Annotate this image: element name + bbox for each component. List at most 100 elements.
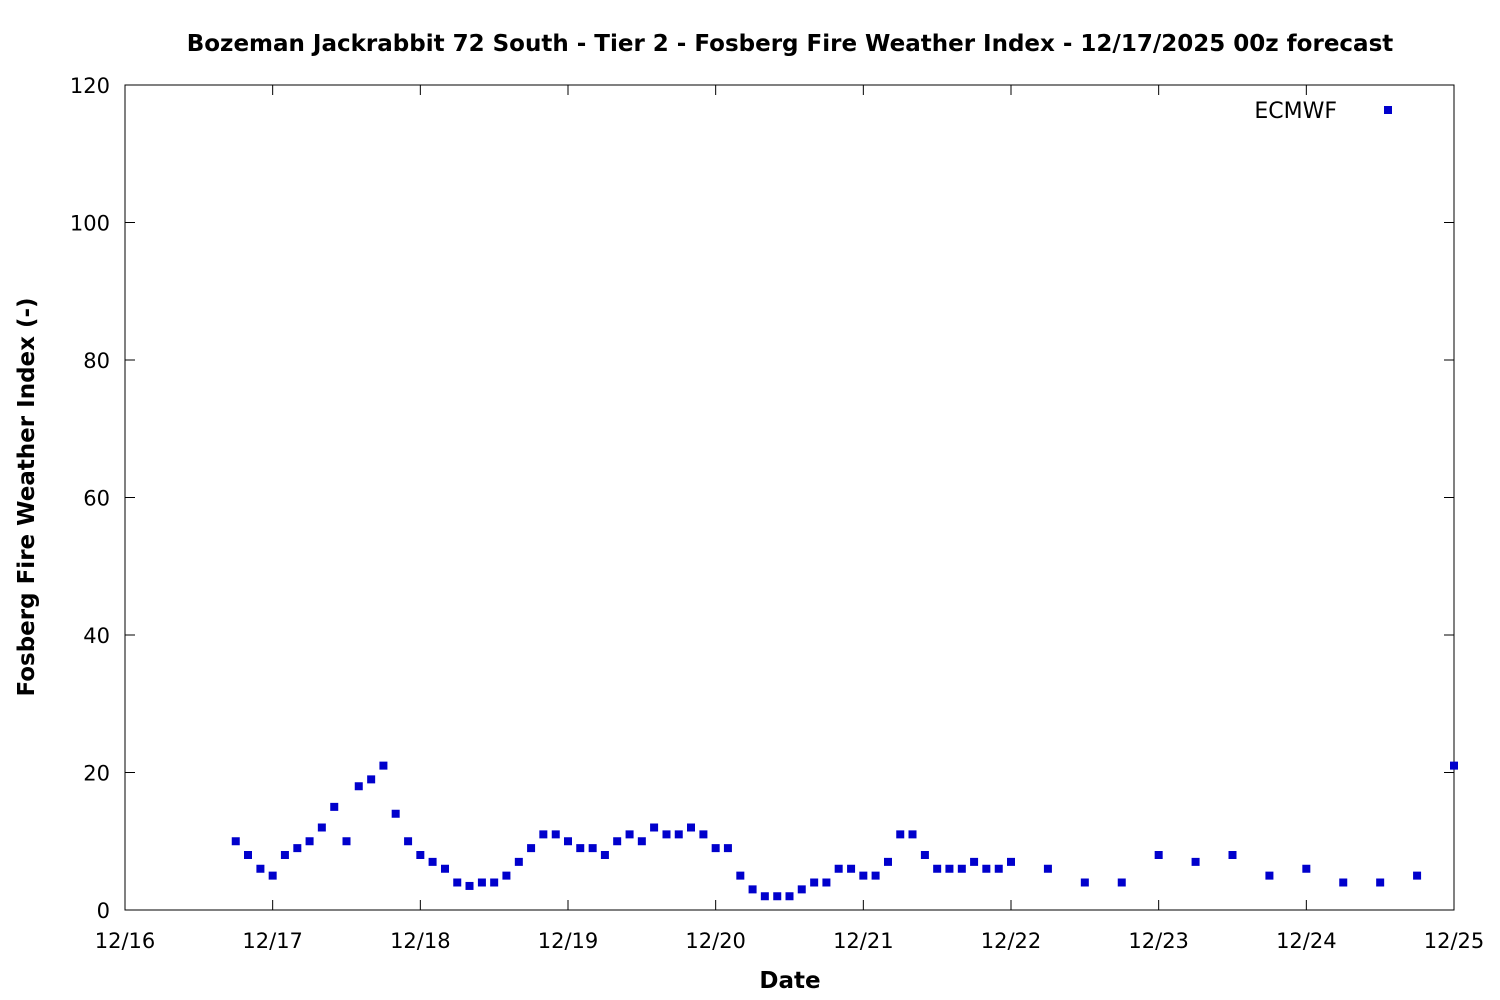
point-ecmwf: [1228, 851, 1237, 859]
plot-area-frame: [124, 84, 1455, 911]
x-tick-label: 12/23: [1128, 929, 1189, 953]
chart-title: Bozeman Jackrabbit 72 South - Tier 2 - F…: [187, 31, 1394, 57]
point-ecmwf: [1413, 871, 1422, 880]
point-ecmwf: [453, 878, 462, 887]
y-tick-label: 80: [83, 349, 110, 373]
point-ecmwf: [994, 864, 1003, 873]
point-ecmwf: [1007, 857, 1015, 866]
point-ecmwf: [687, 823, 696, 832]
point-ecmwf: [822, 878, 831, 887]
x-tick-label: 12/19: [538, 929, 599, 953]
point-ecmwf: [428, 857, 437, 866]
point-ecmwf: [1302, 864, 1311, 873]
point-ecmwf: [600, 851, 609, 859]
point-ecmwf: [945, 864, 954, 873]
point-ecmwf: [883, 857, 892, 866]
y-tick-labels: 0 20 40 60 80 100 120: [70, 74, 110, 923]
y-tick-label: 20: [83, 762, 110, 786]
point-ecmwf: [637, 837, 646, 846]
point-ecmwf: [293, 844, 302, 853]
point-ecmwf: [613, 837, 622, 846]
point-ecmwf: [231, 837, 240, 846]
point-ecmwf: [859, 871, 868, 880]
y-axis-title: Fosberg Fire Weather Index (-): [14, 297, 40, 696]
point-ecmwf: [514, 857, 523, 866]
point-ecmwf: [490, 878, 499, 887]
x-tick-label: 12/21: [833, 929, 894, 953]
point-ecmwf: [527, 844, 536, 853]
x-tick-label: 12/18: [390, 929, 451, 953]
point-ecmwf: [244, 851, 253, 859]
point-ecmwf: [280, 851, 289, 859]
point-ecmwf: [268, 871, 277, 880]
y-tick-label: 60: [83, 487, 110, 511]
axis-ticks: [124, 84, 1455, 911]
point-ecmwf: [1043, 864, 1052, 873]
point-ecmwf: [404, 837, 413, 846]
point-ecmwf: [847, 864, 856, 873]
point-ecmwf: [797, 885, 806, 894]
point-ecmwf: [871, 871, 880, 880]
y-tick-label: 100: [70, 212, 110, 236]
point-ecmwf: [1339, 878, 1348, 887]
y-tick-label: 0: [97, 899, 110, 923]
data-points: [231, 761, 1458, 901]
point-ecmwf: [1376, 878, 1385, 887]
point-ecmwf: [933, 864, 942, 873]
point-ecmwf: [391, 809, 400, 818]
point-ecmwf: [957, 864, 966, 873]
point-ecmwf: [723, 844, 732, 853]
point-ecmwf: [834, 864, 843, 873]
point-ecmwf: [920, 851, 929, 859]
point-ecmwf: [465, 881, 474, 890]
series-0: [231, 761, 1458, 901]
x-axis-title: Date: [759, 968, 820, 994]
point-ecmwf: [440, 864, 449, 873]
point-ecmwf: [551, 830, 560, 839]
point-ecmwf: [785, 892, 794, 901]
point-ecmwf: [1080, 878, 1089, 887]
legend: ECMWF: [1254, 99, 1392, 124]
x-tick-labels: 12/16 12/17 12/18 12/19 12/20 12/21 12/22 12/23…: [95, 929, 1485, 953]
x-tick-label: 12/25: [1424, 929, 1485, 953]
point-ecmwf: [317, 823, 326, 832]
point-ecmwf: [342, 837, 351, 846]
x-tick-label: 12/24: [1276, 929, 1337, 953]
point-ecmwf: [576, 844, 585, 853]
x-tick-label: 12/16: [95, 929, 156, 953]
point-ecmwf: [982, 864, 991, 873]
point-ecmwf: [908, 830, 917, 839]
point-ecmwf: [330, 802, 339, 811]
point-ecmwf: [674, 830, 683, 839]
point-ecmwf: [748, 885, 757, 894]
legend-marker: [1384, 106, 1392, 114]
point-ecmwf: [305, 837, 314, 846]
x-tick-label: 12/20: [685, 929, 746, 953]
point-ecmwf: [1450, 761, 1458, 770]
legend-label: ECMWF: [1254, 99, 1337, 124]
point-ecmwf: [1117, 878, 1126, 887]
point-ecmwf: [379, 761, 388, 770]
point-ecmwf: [773, 892, 782, 901]
point-ecmwf: [625, 830, 634, 839]
point-ecmwf: [367, 775, 376, 784]
point-ecmwf: [810, 878, 819, 887]
point-ecmwf: [970, 857, 979, 866]
point-ecmwf: [588, 844, 597, 853]
point-ecmwf: [256, 864, 265, 873]
point-ecmwf: [736, 871, 745, 880]
point-ecmwf: [662, 830, 671, 839]
point-ecmwf: [502, 871, 511, 880]
point-ecmwf: [477, 878, 486, 887]
point-ecmwf: [416, 851, 425, 859]
point-ecmwf: [539, 830, 548, 839]
point-ecmwf: [760, 892, 769, 901]
y-tick-label: 120: [70, 74, 110, 98]
point-ecmwf: [896, 830, 905, 839]
point-ecmwf: [711, 844, 720, 853]
y-tick-label: 40: [83, 624, 110, 648]
point-ecmwf: [699, 830, 708, 839]
point-ecmwf: [564, 837, 572, 846]
point-ecmwf: [1265, 871, 1274, 880]
